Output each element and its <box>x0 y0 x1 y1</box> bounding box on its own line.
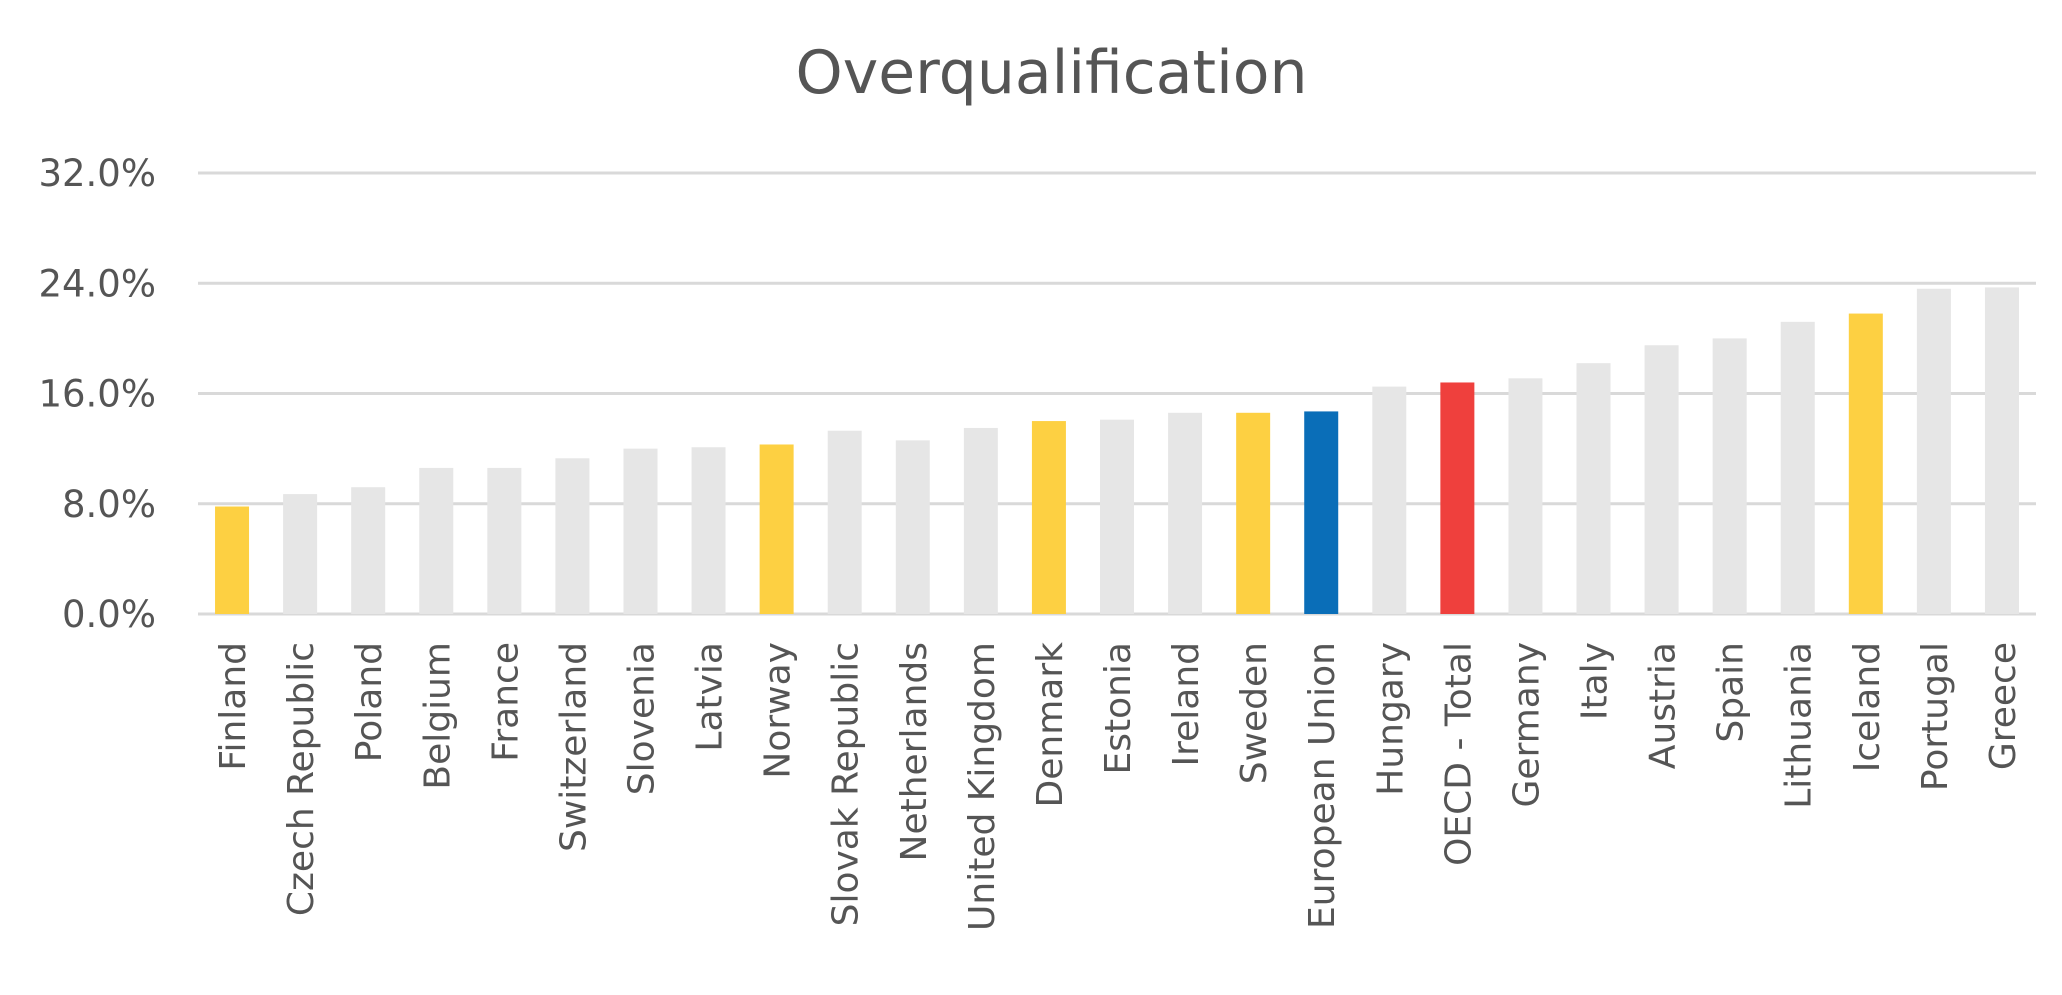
bar <box>1372 386 1407 614</box>
bar <box>759 444 794 614</box>
x-tick-label: Latvia <box>690 642 731 752</box>
bar <box>1236 412 1271 614</box>
x-axis-ticks: Finland Czech Republic Poland Belgium France… <box>213 642 2024 931</box>
x-tick-label: Slovenia <box>621 642 662 795</box>
bar <box>351 487 386 614</box>
x-tick-label: Iceland <box>1847 642 1888 772</box>
x-tick-label: European Union <box>1302 642 1343 929</box>
bar <box>555 458 590 614</box>
bar <box>1304 411 1339 614</box>
y-tick-label: 32.0% <box>38 152 156 195</box>
chart-title: Overqualification <box>795 38 1308 108</box>
x-tick-label: Ireland <box>1166 642 1207 767</box>
x-tick-label: Slovak Republic <box>826 642 867 926</box>
x-tick-label: Poland <box>349 642 390 762</box>
bar <box>1984 287 2019 614</box>
bars <box>215 287 2019 614</box>
bar <box>1848 313 1883 614</box>
x-tick-label: Portugal <box>1915 642 1956 791</box>
bar <box>1644 345 1679 614</box>
bar <box>283 494 318 614</box>
bar <box>1168 412 1203 614</box>
x-tick-label: Switzerland <box>553 642 594 852</box>
x-tick-label: Finland <box>213 642 254 771</box>
bar <box>691 447 726 614</box>
x-tick-label: OECD - Total <box>1438 642 1479 866</box>
x-tick-label: Greece <box>1983 642 2024 770</box>
bar <box>623 448 658 614</box>
bar <box>1712 338 1747 614</box>
y-tick-label: 0.0% <box>62 593 156 636</box>
bar <box>419 467 454 614</box>
bar <box>1440 382 1475 614</box>
x-tick-label: Denmark <box>1030 642 1071 808</box>
bar <box>1576 363 1611 614</box>
x-tick-label: Lithuania <box>1779 642 1820 809</box>
x-tick-label: Netherlands <box>894 642 935 861</box>
x-tick-label: Czech Republic <box>281 642 322 916</box>
x-tick-label: Austria <box>1643 642 1684 769</box>
bar <box>895 440 930 614</box>
bar <box>1780 321 1815 614</box>
x-tick-label: France <box>485 642 526 762</box>
x-tick-label: Spain <box>1711 642 1752 743</box>
x-tick-label: United Kingdom <box>962 642 1003 931</box>
bar <box>215 506 250 614</box>
x-tick-label: Hungary <box>1370 642 1411 796</box>
x-tick-label: Sweden <box>1234 642 1275 784</box>
y-tick-label: 24.0% <box>38 262 156 305</box>
y-axis-ticks: 0.0% 8.0% 16.0% 24.0% 32.0% <box>38 152 156 636</box>
bar <box>963 427 998 614</box>
bar <box>827 430 862 614</box>
x-tick-label: Italy <box>1575 642 1616 720</box>
bar <box>1031 421 1066 614</box>
y-tick-label: 8.0% <box>62 483 156 526</box>
x-tick-label: Germany <box>1506 642 1547 807</box>
y-tick-label: 16.0% <box>38 373 156 416</box>
x-tick-label: Estonia <box>1098 642 1139 775</box>
bar <box>487 467 522 614</box>
bar <box>1100 419 1134 614</box>
bar <box>1508 378 1543 614</box>
bar <box>1916 288 1951 614</box>
x-tick-label: Belgium <box>417 642 458 790</box>
x-tick-label: Norway <box>758 642 799 779</box>
